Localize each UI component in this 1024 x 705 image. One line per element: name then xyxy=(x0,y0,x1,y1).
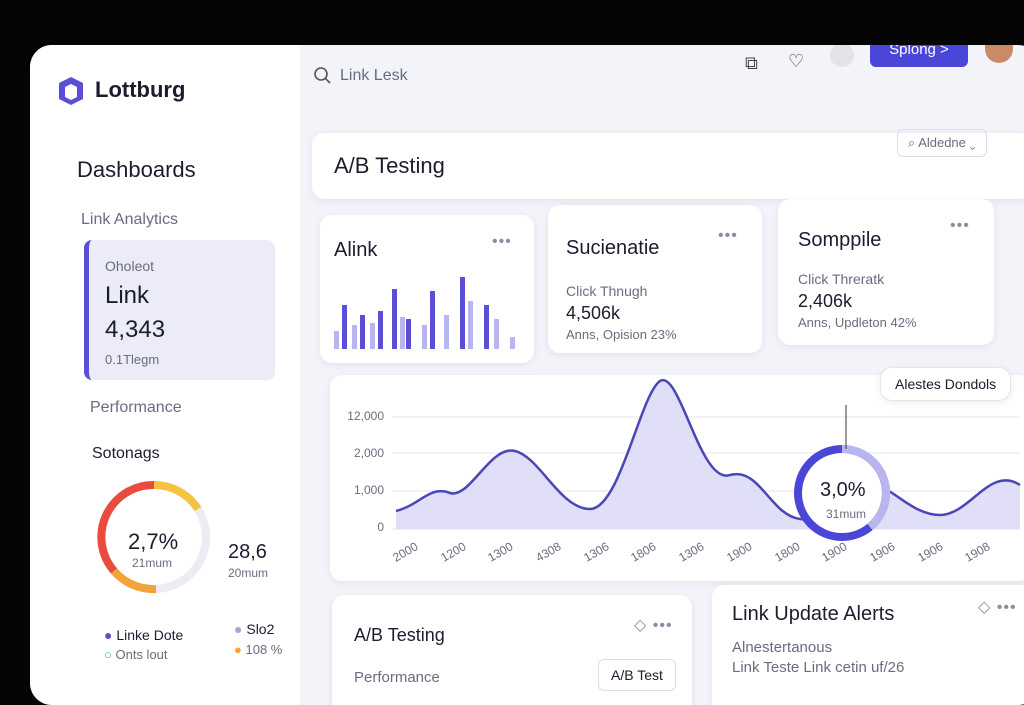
section-label[interactable]: Link Analytics xyxy=(81,211,178,228)
stat-card: Sucienatie ••• Click Thnugh 4,506k Anns,… xyxy=(548,205,762,353)
search-input[interactable]: Link Lesk xyxy=(340,67,408,84)
card-title: Somppile xyxy=(798,229,882,251)
alert-line: Alnestertanous xyxy=(732,639,833,656)
card-label: Performance xyxy=(354,669,440,686)
ring-sub: 31mum xyxy=(826,507,867,521)
bottom-card: Link Update Alerts ◇ ••• Alnestertanous … xyxy=(712,585,1024,705)
card-sub: Anns, Updleton 42% xyxy=(798,315,917,330)
legend-item: ● Linke Dote xyxy=(104,627,184,643)
area-chart xyxy=(392,379,1021,541)
card-sub: Anns, Opision 23% xyxy=(566,327,677,342)
menu-button[interactable]: ••• xyxy=(492,233,512,250)
card-label: Oholeot xyxy=(105,258,155,274)
dropdown-text: Aldedne xyxy=(918,135,966,150)
ring-value: 3,0% xyxy=(820,479,866,501)
legend-text: 108 % xyxy=(245,642,283,657)
dropdown[interactable]: ⌕ Aldedne ⌄ xyxy=(897,129,987,157)
card-title: Link xyxy=(105,282,150,309)
stat-sub: 20mum xyxy=(228,566,269,580)
stat-card: Somppile ••• Click Threratk 2,406k Anns,… xyxy=(778,199,994,345)
card-title: Alink xyxy=(334,239,378,261)
y-label: 2,000 xyxy=(353,446,384,460)
page-header: A/B Testing ⌕ Aldedne ⌄ xyxy=(312,129,1024,199)
stat-value: 28,6 xyxy=(228,541,267,563)
card-label: Click Threratk xyxy=(798,271,885,287)
y-label: 0 xyxy=(377,520,384,534)
app-window: Lottburg Dashboards Link Analytics Ohole… xyxy=(30,45,1024,705)
card-label: Click Thnugh xyxy=(566,283,648,299)
area-chart-card: 12,000 2,000 1,000 0 2000 1200 1300 4308 1306 18… xyxy=(330,367,1024,581)
icon-button[interactable]: ⧉ xyxy=(745,53,758,73)
performance-label[interactable]: Performance xyxy=(90,399,182,416)
legend-item: ● 108 % xyxy=(234,642,283,657)
settings-label[interactable]: Sotonags xyxy=(92,445,160,462)
legend-text: Linke Dote xyxy=(116,627,184,643)
menu-button[interactable]: ••• xyxy=(950,217,970,234)
card-value: 4,506k xyxy=(566,303,621,323)
donut-value: 2,7% xyxy=(128,529,179,554)
card-title: A/B Testing xyxy=(354,625,445,645)
legend-item: ○ Onts lout xyxy=(104,647,168,662)
menu-button[interactable]: ◇ ••• xyxy=(978,599,1017,616)
logo xyxy=(59,77,83,105)
primary-button[interactable]: Splong > xyxy=(870,45,968,67)
alert-line: Link Teste Link cetin uf/26 xyxy=(732,659,905,676)
donut-sub: 21mum xyxy=(132,556,173,570)
card-title: Sucienatie xyxy=(566,237,660,259)
search-icon xyxy=(314,67,331,84)
legend-text: Slo2 xyxy=(246,621,275,637)
icon-button[interactable]: ♡ xyxy=(788,51,805,71)
page-title: A/B Testing xyxy=(334,153,445,178)
callout: Alestes Dondols xyxy=(880,367,1012,401)
sidebar-title: Dashboards xyxy=(77,157,196,182)
bottom-card: A/B Testing ◇ ••• Performance A/B Test xyxy=(332,595,692,705)
stat-card: Alink ••• xyxy=(320,215,534,363)
y-label: 1,000 xyxy=(353,483,384,497)
mini-bar-chart xyxy=(334,277,515,349)
donut xyxy=(97,480,210,594)
card-value: 4,343 xyxy=(105,316,166,343)
notification-button[interactable] xyxy=(830,45,854,67)
card-sub: 0.1Tlegm xyxy=(105,352,160,367)
screen: Lottburg Dashboards Link Analytics Ohole… xyxy=(30,45,1024,705)
menu-button[interactable]: ◇ ••• xyxy=(634,617,673,634)
link-card[interactable]: Oholeot Link 4,343 0.1Tlegm xyxy=(84,240,275,380)
card-title: Link Update Alerts xyxy=(732,603,895,625)
brand: Lottburg xyxy=(95,77,186,102)
legend-item: ● Slo2 xyxy=(234,621,275,637)
ab-test-button[interactable]: A/B Test xyxy=(598,659,676,691)
sidebar: Lottburg Dashboards Link Analytics Ohole… xyxy=(30,45,300,705)
avatar[interactable] xyxy=(985,45,1013,63)
card-value: 2,406k xyxy=(798,291,853,311)
y-label: 12,000 xyxy=(347,409,384,423)
legend-text: Onts lout xyxy=(115,647,168,662)
menu-button[interactable]: ••• xyxy=(718,227,738,244)
